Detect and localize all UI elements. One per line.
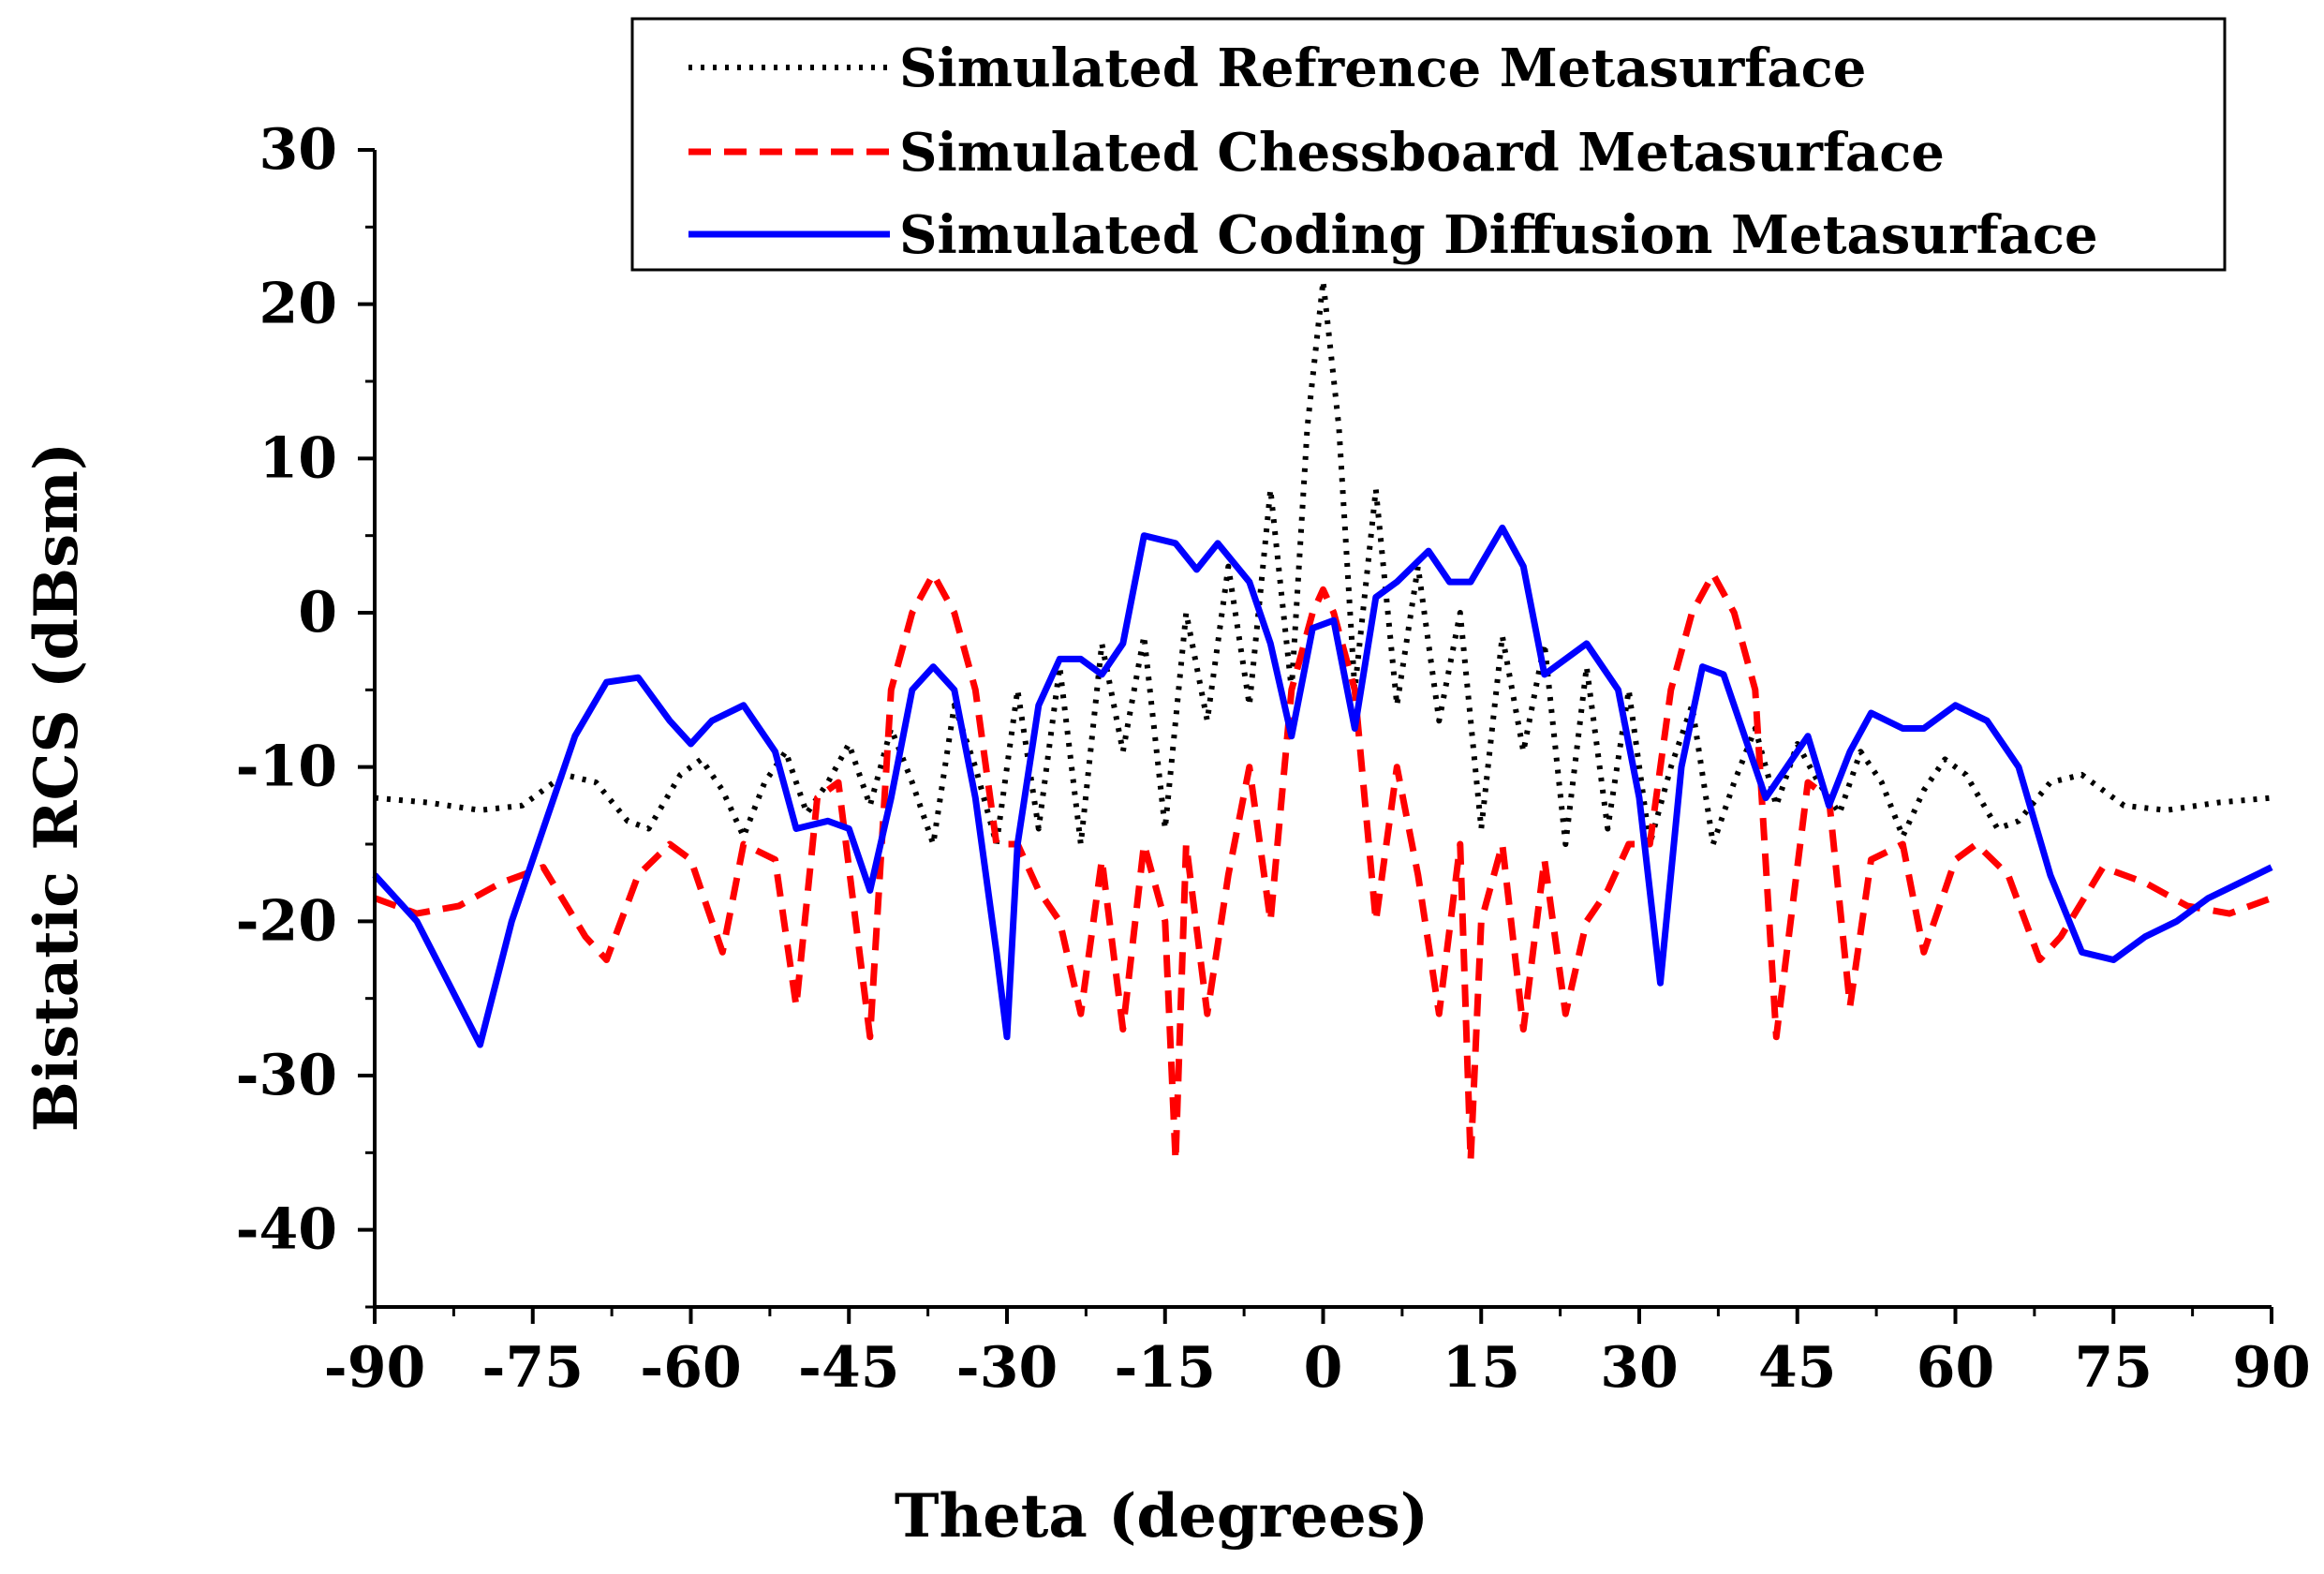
y-tick-label: -30 bbox=[236, 1043, 337, 1108]
y-tick-label: 0 bbox=[298, 580, 337, 646]
x-tick-label: 75 bbox=[2075, 1335, 2154, 1401]
series-coding-line bbox=[372, 524, 2273, 1048]
x-tick-label: -60 bbox=[640, 1335, 741, 1401]
axes bbox=[373, 150, 2272, 1309]
legend-box bbox=[630, 17, 2227, 272]
x-axis-title: Theta (degrees) bbox=[895, 1481, 1428, 1552]
x-tick-label: -15 bbox=[1115, 1335, 1216, 1401]
y-tick-label: -40 bbox=[236, 1197, 337, 1263]
x-tick-label: -90 bbox=[324, 1335, 425, 1401]
x-tick-label: -75 bbox=[482, 1335, 584, 1401]
legend-label-reference: Simulated Refrence Metasurface bbox=[899, 37, 1866, 99]
plot-area bbox=[372, 278, 2273, 1165]
x-tick-label: -30 bbox=[956, 1335, 1058, 1401]
legend-label-coding: Simulated Coding Diffusion Metasurface bbox=[899, 204, 2098, 266]
x-tick-label: 0 bbox=[1304, 1335, 1343, 1401]
y-ticks: 30 20 10 0 -10 -20 -30 -40 bbox=[236, 117, 375, 1309]
y-axis-title: Bistatic RCS (dBsm) bbox=[22, 442, 92, 1132]
x-ticks: -90 -75 -60 -45 -30 -15 0 15 30 45 60 75 90 bbox=[324, 1307, 2311, 1401]
x-tick-label: 30 bbox=[1600, 1335, 1679, 1401]
x-tick-label: -45 bbox=[798, 1335, 899, 1401]
y-tick-label: 20 bbox=[259, 272, 338, 337]
series-reference-line bbox=[374, 278, 2272, 847]
y-tick-label: -20 bbox=[236, 888, 337, 954]
y-tick-label: 10 bbox=[259, 425, 338, 491]
legend: Simulated Refrence Metasurface Simulated… bbox=[630, 17, 2227, 272]
legend-label-chessboard: Simulated Chessboard Metasurface bbox=[899, 122, 1945, 184]
series-chessboard-line bbox=[373, 571, 2273, 1165]
x-tick-label: 90 bbox=[2232, 1335, 2311, 1401]
x-tick-label: 15 bbox=[1443, 1335, 1521, 1401]
y-tick-label: 30 bbox=[259, 117, 338, 183]
x-tick-label: 60 bbox=[1917, 1335, 1995, 1401]
y-tick-label: -10 bbox=[236, 735, 337, 800]
x-tick-label: 45 bbox=[1758, 1335, 1837, 1401]
